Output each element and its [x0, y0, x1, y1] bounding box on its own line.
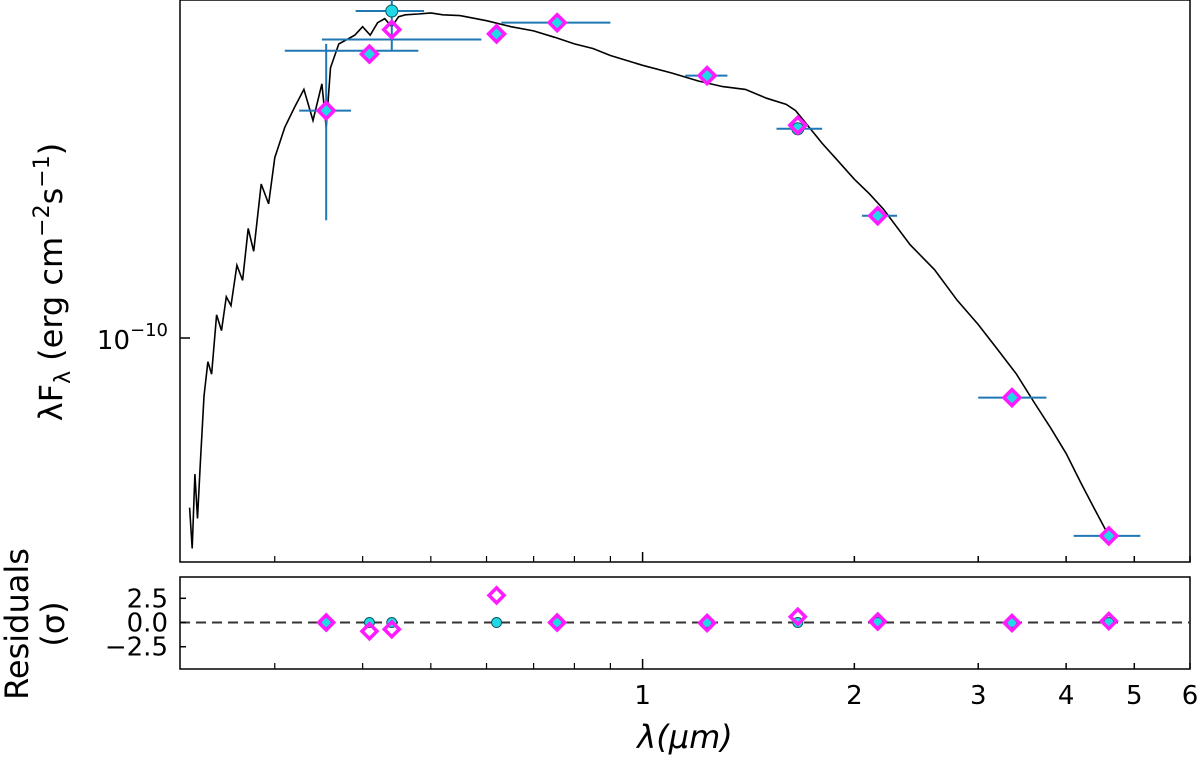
- residual-synthetic-point: [547, 612, 568, 633]
- sed-synthetic-point: [358, 43, 380, 65]
- residual-synthetic-point: [1001, 613, 1022, 633]
- sed-y-axis-label: λFλ(erg cm−2s−1): [30, 143, 76, 421]
- x-tick-label: 6: [1182, 681, 1199, 711]
- residuals-synthetic-points: [316, 585, 1119, 642]
- sed-x-ticks: [274, 552, 1191, 562]
- residuals-ytick-label: −2.5: [105, 633, 168, 663]
- model-spectrum-line: [188, 12, 1110, 549]
- residual-synthetic-point: [359, 621, 380, 642]
- residuals-y-ticks: 2.50.0−2.5: [105, 584, 186, 663]
- residuals-y-axis-label-line1: Residuals: [0, 548, 36, 700]
- sed-synthetic-point: [1001, 387, 1023, 409]
- residual-synthetic-point: [1098, 611, 1119, 632]
- residuals-x-ticks: 1 2 3 4 5 6: [274, 659, 1199, 711]
- residual-synthetic-point: [867, 611, 888, 632]
- x-tick-label: 3: [970, 681, 987, 711]
- sed-synthetic-point: [867, 205, 889, 227]
- residuals-ytick-label: 0.0: [127, 609, 168, 639]
- x-tick-label: 1: [634, 681, 651, 711]
- residual-synthetic-point: [486, 585, 507, 606]
- sed-observed-point: [385, 4, 399, 18]
- sed-plot-frame: [179, 0, 1191, 563]
- sed-synthetic-point: [696, 65, 718, 87]
- residual-observed-point: [551, 617, 563, 629]
- residual-synthetic-point: [381, 619, 402, 640]
- sed-synthetic-point: [546, 12, 568, 34]
- sed-ytick-label: 10−10: [97, 320, 168, 356]
- residuals-ytick-label: 2.5: [127, 584, 168, 614]
- sed-synthetic-point: [787, 114, 809, 136]
- sed-synthetic-point: [486, 23, 508, 45]
- residuals-y-axis-label-line2: (σ): [34, 601, 72, 646]
- sed-synthetic-point: [315, 100, 337, 122]
- residual-observed-point: [491, 617, 503, 629]
- sed-panel: 10−10 λFλ(erg cm−2s−1): [30, 0, 1191, 563]
- residual-synthetic-point: [316, 612, 337, 633]
- sed-synthetic-point: [1098, 525, 1120, 547]
- sed-synthetic-point: [381, 19, 403, 41]
- x-tick-label: 4: [1058, 681, 1075, 711]
- x-axis-label: λ(μm): [635, 718, 732, 756]
- residual-observed-point: [320, 617, 332, 629]
- residual-synthetic-point: [697, 613, 718, 633]
- sed-y-ticks: 10−10: [97, 320, 190, 356]
- model-spectrum-group: [188, 12, 1110, 549]
- x-tick-label: 2: [846, 681, 863, 711]
- x-tick-label: 5: [1126, 681, 1143, 711]
- residuals-panel: 2.50.0−2.5 1 2 3 4 5 6 Residuals (σ) λ(μm): [0, 548, 1198, 756]
- residual-synthetic-point: [787, 606, 808, 627]
- sed-synthetic-points: [315, 12, 1120, 547]
